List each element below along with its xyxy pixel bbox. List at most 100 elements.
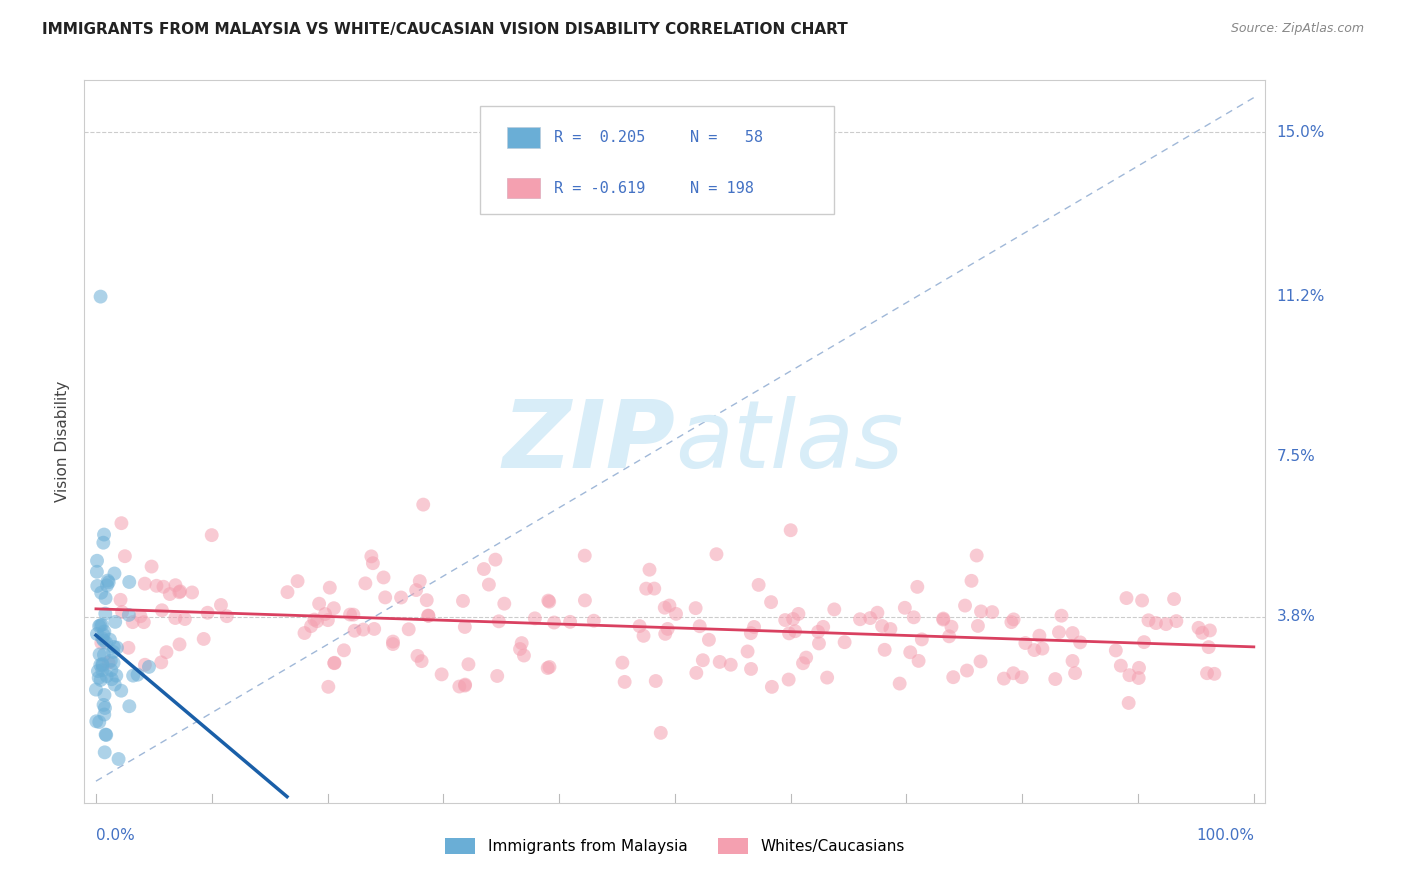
Point <box>134 576 156 591</box>
Point <box>209 598 232 612</box>
Point <box>105 668 128 682</box>
Point <box>93 707 115 722</box>
Point <box>84 682 107 697</box>
Point <box>197 606 219 620</box>
Point <box>91 657 114 671</box>
Point <box>1064 666 1087 681</box>
Point <box>1069 635 1091 649</box>
Point <box>91 535 114 549</box>
FancyBboxPatch shape <box>508 128 540 147</box>
Point <box>1133 635 1156 649</box>
Point <box>665 607 688 621</box>
Point <box>451 594 474 608</box>
Point <box>1195 666 1218 681</box>
Point <box>339 607 361 622</box>
Point <box>449 680 471 694</box>
Point <box>1115 591 1137 606</box>
Point <box>193 632 215 646</box>
Point <box>538 595 561 609</box>
Point <box>911 632 934 647</box>
Point <box>389 591 412 605</box>
Point <box>354 576 377 591</box>
Point <box>538 660 561 674</box>
Point <box>1045 672 1067 686</box>
Point <box>381 634 404 648</box>
Point <box>1144 615 1167 630</box>
Point <box>307 614 329 628</box>
Point <box>360 549 382 564</box>
Point <box>558 615 581 629</box>
Point <box>91 618 114 632</box>
Point <box>692 653 714 667</box>
Text: 0.0%: 0.0% <box>96 828 135 843</box>
Point <box>748 578 770 592</box>
Point <box>993 672 1015 686</box>
Point <box>97 656 120 670</box>
Text: 11.2%: 11.2% <box>1277 289 1324 304</box>
Point <box>381 637 404 651</box>
Point <box>118 699 141 714</box>
Point <box>342 607 364 622</box>
Point <box>110 516 132 531</box>
Point <box>97 574 120 588</box>
Point <box>91 658 114 673</box>
Point <box>104 677 127 691</box>
Point <box>93 527 115 541</box>
Point <box>118 607 141 622</box>
Point <box>318 680 340 694</box>
Point <box>1105 643 1128 657</box>
Point <box>169 637 191 651</box>
Point <box>740 626 762 640</box>
Point <box>457 657 479 672</box>
Point <box>93 628 115 642</box>
Point <box>165 611 187 625</box>
Point <box>159 587 181 601</box>
Point <box>960 574 983 588</box>
Point <box>276 585 298 599</box>
Point <box>785 624 807 639</box>
Point <box>107 752 129 766</box>
Point <box>169 585 191 599</box>
Point <box>657 622 679 636</box>
Point <box>454 620 477 634</box>
Point <box>792 657 814 671</box>
Point <box>145 579 167 593</box>
Point <box>932 613 955 627</box>
Point <box>643 582 665 596</box>
Point <box>628 619 651 633</box>
Point <box>418 608 440 623</box>
Point <box>333 643 356 657</box>
Point <box>100 672 122 686</box>
Point <box>103 656 125 670</box>
Point <box>654 600 676 615</box>
Point <box>152 580 174 594</box>
Point <box>638 563 661 577</box>
Point <box>454 679 477 693</box>
Point <box>1128 661 1150 675</box>
Point <box>94 701 117 715</box>
Point <box>100 654 122 668</box>
Point <box>373 570 395 584</box>
Point <box>94 727 117 741</box>
Point <box>1204 666 1226 681</box>
Text: N = 198: N = 198 <box>690 180 754 195</box>
Point <box>96 636 118 650</box>
Point <box>89 714 111 729</box>
Point <box>537 661 560 675</box>
Point <box>740 662 762 676</box>
Text: Source: ZipAtlas.com: Source: ZipAtlas.com <box>1230 22 1364 36</box>
Point <box>761 680 783 694</box>
Point <box>103 566 125 581</box>
Point <box>89 657 111 672</box>
Point <box>970 604 993 618</box>
Point <box>90 290 112 304</box>
Point <box>201 528 224 542</box>
Point <box>484 552 506 566</box>
Point <box>121 615 143 629</box>
Point <box>633 629 655 643</box>
Point <box>361 556 384 570</box>
Point <box>323 656 346 670</box>
Point <box>96 578 118 592</box>
FancyBboxPatch shape <box>508 178 540 198</box>
Point <box>658 599 681 613</box>
